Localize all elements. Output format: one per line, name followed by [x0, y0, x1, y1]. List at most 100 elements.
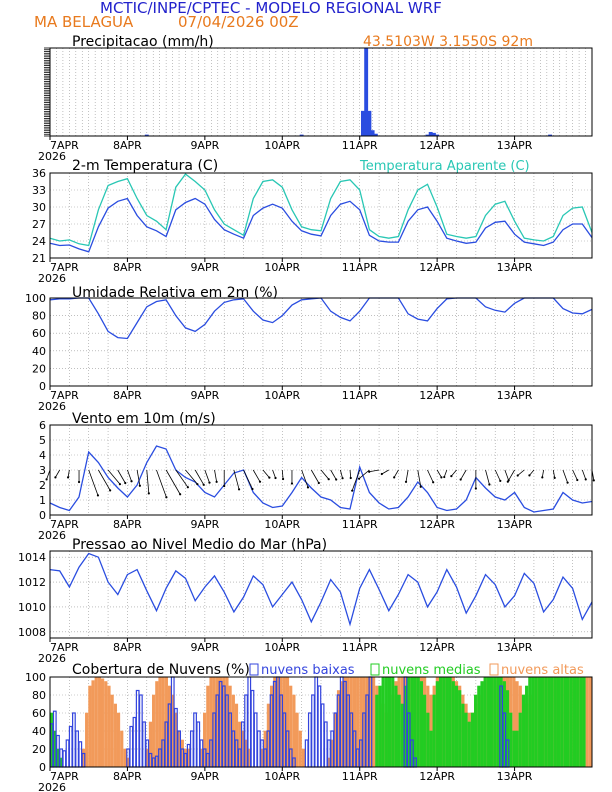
wind-arrow — [405, 469, 409, 482]
cloud-bar-nuvens-medias — [534, 676, 538, 768]
clouds-xtick-label: 12APR — [419, 770, 455, 783]
cloud-bar-nuvens-medias — [400, 703, 404, 768]
wind-arrow — [436, 469, 442, 478]
wind-arrow-head — [196, 483, 199, 486]
clouds-ytick-label: 80 — [32, 689, 46, 702]
wind-arrow-head — [268, 476, 271, 479]
wind-arrow — [214, 469, 218, 482]
cloud-bar-nuvens-baixas — [72, 712, 76, 768]
cloud-bar-nuvens-medias — [544, 676, 548, 768]
temperature-panel: 21 24 27 30 33 36 7APR 8APR 9APR 10APR 11APR 12APR 1… — [32, 167, 593, 285]
humidity-xtick-label: 12APR — [419, 389, 455, 402]
precip-xtick-label: 13APR — [497, 139, 533, 152]
temperature-ytick-label: 27 — [32, 218, 46, 231]
wind-arrow — [504, 469, 510, 481]
cloud-bar-nuvens-medias — [423, 694, 427, 768]
wind-arrow — [117, 469, 126, 484]
cloud-bar-nuvens-medias — [461, 703, 465, 768]
wind-arrow-head — [138, 484, 141, 487]
header-coords: 43.5103W 3.1550S 92m — [363, 34, 533, 50]
temperature-xtick-label: 10APR — [264, 261, 300, 274]
wind-arrow-head — [592, 479, 595, 482]
cloud-bar-nuvens-medias — [540, 676, 545, 768]
clouds-ytick-label: 60 — [32, 707, 46, 720]
wind-arrow-head — [118, 483, 122, 486]
wind-frame — [49, 424, 593, 516]
temperature-title: 2-m Temperatura (C) — [72, 158, 218, 174]
temperature-frame — [49, 172, 593, 259]
wind-xtick-label: 9APR — [190, 518, 219, 531]
wind-arrow — [127, 469, 132, 482]
precip-bar — [428, 131, 433, 137]
cloud-bar-nuvens-medias — [493, 676, 497, 768]
humidity-ytick-label: 40 — [32, 345, 46, 358]
pressure-xtick-label: 12APR — [419, 641, 455, 654]
cloud-bar-nuvens-medias — [531, 676, 535, 768]
pressure-xtick-label: 13APR — [497, 641, 533, 654]
wind-arrow — [529, 469, 535, 476]
humidity-xtick-label: 10APR — [264, 389, 300, 402]
cloud-bar-nuvens-altas — [152, 694, 156, 768]
wind-year-label: 2026 — [38, 529, 66, 542]
cloud-bar-nuvens-medias — [483, 676, 487, 768]
temperature-year-label: 2026 — [38, 272, 66, 285]
wind-arrow-head — [290, 482, 294, 485]
wind-arrow — [517, 469, 525, 476]
wind-arrow-head — [380, 472, 383, 476]
cloud-bar-nuvens-baixas — [193, 712, 197, 768]
wind-arrow — [252, 469, 261, 482]
cloud-bar-nuvens-altas — [585, 676, 589, 768]
cloud-bar-nuvens-medias — [387, 676, 392, 768]
legend-high-swatch — [489, 663, 499, 676]
wind-arrow — [243, 469, 253, 490]
wind-arrow-head — [45, 478, 48, 481]
humidity-ytick-label: 80 — [32, 310, 46, 323]
temperature-ytick-label: 24 — [32, 235, 46, 248]
wind-arrow — [67, 469, 70, 478]
precip-bar — [364, 47, 369, 137]
pressure-xtick-label: 8APR — [113, 641, 142, 654]
wind-arrow — [339, 469, 343, 479]
wind-arrow — [136, 469, 141, 486]
wind-arrow — [310, 469, 320, 484]
wind-arrow-head — [488, 483, 491, 486]
wind-arrow-head — [541, 476, 544, 479]
temperature-xtick-label: 13APR — [497, 261, 533, 274]
wind-xtick-label: 8APR — [113, 518, 142, 531]
pressure-ytick-label: 1010 — [18, 601, 46, 614]
wind-arrow-head — [584, 478, 587, 481]
wind-arrow — [320, 469, 330, 480]
cloud-bar-nuvens-medias — [515, 730, 519, 768]
wind-arrow-head — [165, 496, 168, 499]
cloud-bar-nuvens-baixas — [323, 721, 328, 768]
pressure-xtick-label: 10APR — [264, 641, 300, 654]
clouds-ytick-label: 40 — [32, 725, 46, 738]
precip-xtick-label: 11APR — [342, 139, 378, 152]
cloud-bar-nuvens-altas — [113, 703, 117, 768]
cloud-bar-nuvens-medias — [582, 676, 586, 768]
pressure-xtick-label: 9APR — [190, 641, 219, 654]
wind-arrow-head — [553, 476, 556, 479]
wind-arrow — [460, 469, 467, 480]
cloud-bar-nuvens-medias — [432, 694, 436, 768]
cloud-bar-nuvens-altas — [116, 712, 121, 768]
wind-arrow-head — [96, 494, 100, 497]
wind-ytick-label: 5 — [39, 434, 46, 447]
pressure-xtick-label: 11APR — [342, 641, 378, 654]
wind-arrow-head — [54, 476, 57, 479]
cloud-bar-nuvens-altas — [101, 678, 105, 768]
wind-arrow-head — [516, 474, 519, 477]
cloud-bar-nuvens-altas — [85, 712, 89, 768]
cloud-bar-nuvens-altas — [97, 676, 102, 768]
cloud-bar-nuvens-baixas — [142, 721, 146, 768]
cloud-bar-nuvens-medias — [518, 712, 522, 768]
temperature-line-0 — [49, 197, 593, 253]
cloud-bar-nuvens-medias — [569, 676, 573, 768]
wind-arrow-head — [443, 475, 446, 479]
precip-title: Precipitacao (mm/h) — [72, 34, 214, 50]
cloud-bar-nuvens-baixas — [135, 689, 140, 768]
humidity-frame — [49, 297, 593, 387]
cloud-bar-nuvens-altas — [292, 694, 296, 768]
wind-arrow-head — [215, 480, 218, 483]
wind-arrow-head — [450, 475, 453, 478]
